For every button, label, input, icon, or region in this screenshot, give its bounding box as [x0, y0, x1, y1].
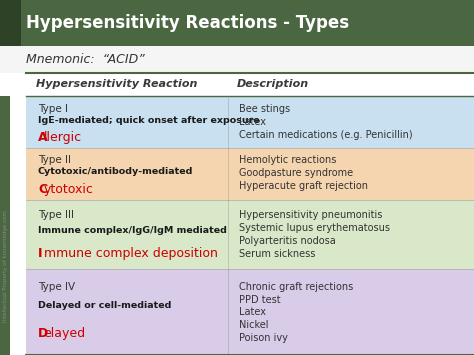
Text: Hypersensitivity Reactions - Types: Hypersensitivity Reactions - Types — [26, 14, 349, 32]
Text: Systemic lupus erythematosus: Systemic lupus erythematosus — [239, 223, 391, 233]
Text: ytotoxic: ytotoxic — [44, 183, 93, 196]
Text: elayed: elayed — [44, 327, 86, 340]
Text: Type I: Type I — [38, 104, 68, 114]
Text: Goodpasture syndrome: Goodpasture syndrome — [239, 168, 354, 179]
Text: mmune complex deposition: mmune complex deposition — [44, 246, 218, 260]
FancyBboxPatch shape — [26, 148, 474, 200]
Text: Hypersensitivity Reaction: Hypersensitivity Reaction — [36, 79, 197, 89]
Text: A: A — [38, 131, 47, 144]
Text: Latex: Latex — [239, 307, 266, 317]
Text: llergic: llergic — [44, 131, 82, 144]
Text: IgE-mediated; quick onset after exposure: IgE-mediated; quick onset after exposure — [38, 115, 260, 125]
FancyBboxPatch shape — [26, 269, 474, 355]
FancyBboxPatch shape — [26, 200, 474, 269]
Text: Delayed or cell-mediated: Delayed or cell-mediated — [38, 301, 171, 310]
Text: Type II: Type II — [38, 155, 71, 165]
Text: Type IV: Type IV — [38, 282, 75, 291]
Text: Mnemonic:  “ACID”: Mnemonic: “ACID” — [26, 53, 145, 66]
Text: Hyperacute graft rejection: Hyperacute graft rejection — [239, 181, 368, 191]
FancyBboxPatch shape — [26, 96, 474, 148]
Text: Latex: Latex — [239, 116, 266, 127]
FancyBboxPatch shape — [26, 73, 474, 96]
Text: Polyarteritis nodosa: Polyarteritis nodosa — [239, 236, 336, 246]
Text: Serum sickness: Serum sickness — [239, 249, 316, 259]
Text: Cytotoxic/antibody-mediated: Cytotoxic/antibody-mediated — [38, 167, 193, 176]
Text: C: C — [38, 183, 47, 196]
Text: Type III: Type III — [38, 210, 74, 220]
Text: Bee stings: Bee stings — [239, 104, 291, 114]
FancyBboxPatch shape — [0, 96, 10, 355]
Text: Hemolytic reactions: Hemolytic reactions — [239, 155, 337, 165]
Text: Hypersensitivity pneumonitis: Hypersensitivity pneumonitis — [239, 210, 383, 220]
Text: Chronic graft rejections: Chronic graft rejections — [239, 282, 354, 291]
Text: Immune complex/IgG/IgM mediated: Immune complex/IgG/IgM mediated — [38, 226, 227, 235]
Text: Description: Description — [237, 79, 309, 89]
Text: Intellectual Property of knowmedge.com: Intellectual Property of knowmedge.com — [3, 210, 8, 322]
Text: I: I — [38, 246, 42, 260]
FancyBboxPatch shape — [0, 46, 474, 73]
Text: Nickel: Nickel — [239, 321, 269, 331]
Text: D: D — [38, 327, 48, 340]
Text: Poison ivy: Poison ivy — [239, 333, 288, 343]
FancyBboxPatch shape — [0, 0, 21, 46]
Text: PPD test: PPD test — [239, 295, 281, 305]
FancyBboxPatch shape — [0, 0, 474, 46]
Text: Certain medications (e.g. Penicillin): Certain medications (e.g. Penicillin) — [239, 130, 413, 140]
